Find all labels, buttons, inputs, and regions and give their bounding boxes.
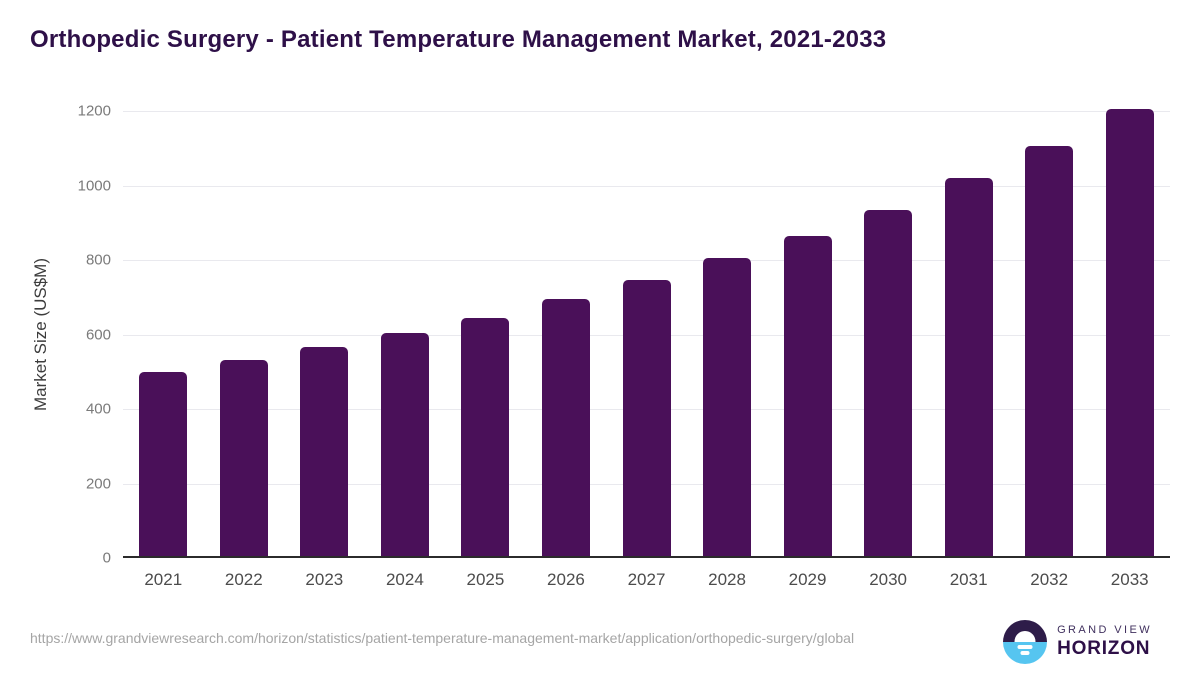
x-tick-label-2032: 2032	[1030, 570, 1069, 589]
horizon-sunrise-logo-icon	[1003, 620, 1048, 664]
y-tick-label-600: 600	[85, 326, 111, 343]
y-tick-label-1000: 1000	[77, 177, 111, 194]
logo-sun-icon	[1014, 631, 1036, 642]
bar-2032	[1025, 146, 1074, 556]
bar-2026	[541, 298, 590, 556]
x-tick-label-2026: 2026	[547, 570, 585, 589]
bar-2030	[864, 209, 913, 556]
logo-ray-icon	[1020, 651, 1030, 655]
plot-area: 0 200 400 600 800 1000 1200 2021 2022 2023 2024 202…	[78, 103, 1170, 589]
bar-2027	[622, 280, 671, 556]
bar-2021	[139, 371, 188, 556]
bar-2024	[380, 332, 429, 556]
bar-2023	[300, 347, 349, 556]
y-tick-label-800: 800	[85, 251, 111, 269]
bar-2033	[1105, 109, 1154, 556]
chart-title: Orthopedic Surgery - Patient Temperature…	[30, 26, 887, 53]
x-tick-label-2030: 2030	[869, 570, 908, 589]
x-tick-label-2031: 2031	[949, 570, 988, 589]
logo-text: GRAND VIEW HORIZON	[1057, 624, 1152, 660]
bar-2022	[219, 360, 268, 556]
x-tick-label-2027: 2027	[627, 570, 666, 589]
x-tick-label-2029: 2029	[788, 570, 827, 589]
gridline-800	[123, 260, 1170, 261]
source-url: https://www.grandviewresearch.com/horizo…	[30, 630, 855, 646]
gridline-1000	[123, 185, 1170, 187]
bar-2028	[703, 258, 752, 556]
x-tick-label-2028: 2028	[708, 570, 746, 589]
x-tick-label-2022: 2022	[224, 570, 263, 589]
gridline-1200	[123, 111, 1170, 112]
y-tick-label-1200: 1200	[77, 102, 111, 120]
logo-text-horizon: HORIZON	[1057, 638, 1151, 659]
y-axis-title: Market Size (US$M)	[31, 257, 50, 412]
x-tick-label-2033: 2033	[1110, 570, 1149, 589]
bar-2029	[783, 235, 832, 556]
x-tick-label-2021: 2021	[144, 570, 183, 589]
x-tick-label-2025: 2025	[466, 570, 505, 589]
logo-ray-icon	[1017, 645, 1033, 649]
bar-2025	[461, 317, 510, 556]
y-tick-label-0: 0	[102, 549, 111, 567]
logo-text-grand-view: GRAND VIEW	[1057, 624, 1152, 636]
y-tick-label-200: 200	[85, 475, 111, 492]
x-tick-label-2024: 2024	[385, 570, 424, 589]
brand-logo: GRAND VIEW HORIZON	[1003, 620, 1152, 664]
bar-2031	[944, 177, 993, 556]
y-tick-label-400: 400	[85, 400, 111, 418]
x-tick-label-2023: 2023	[305, 570, 344, 589]
